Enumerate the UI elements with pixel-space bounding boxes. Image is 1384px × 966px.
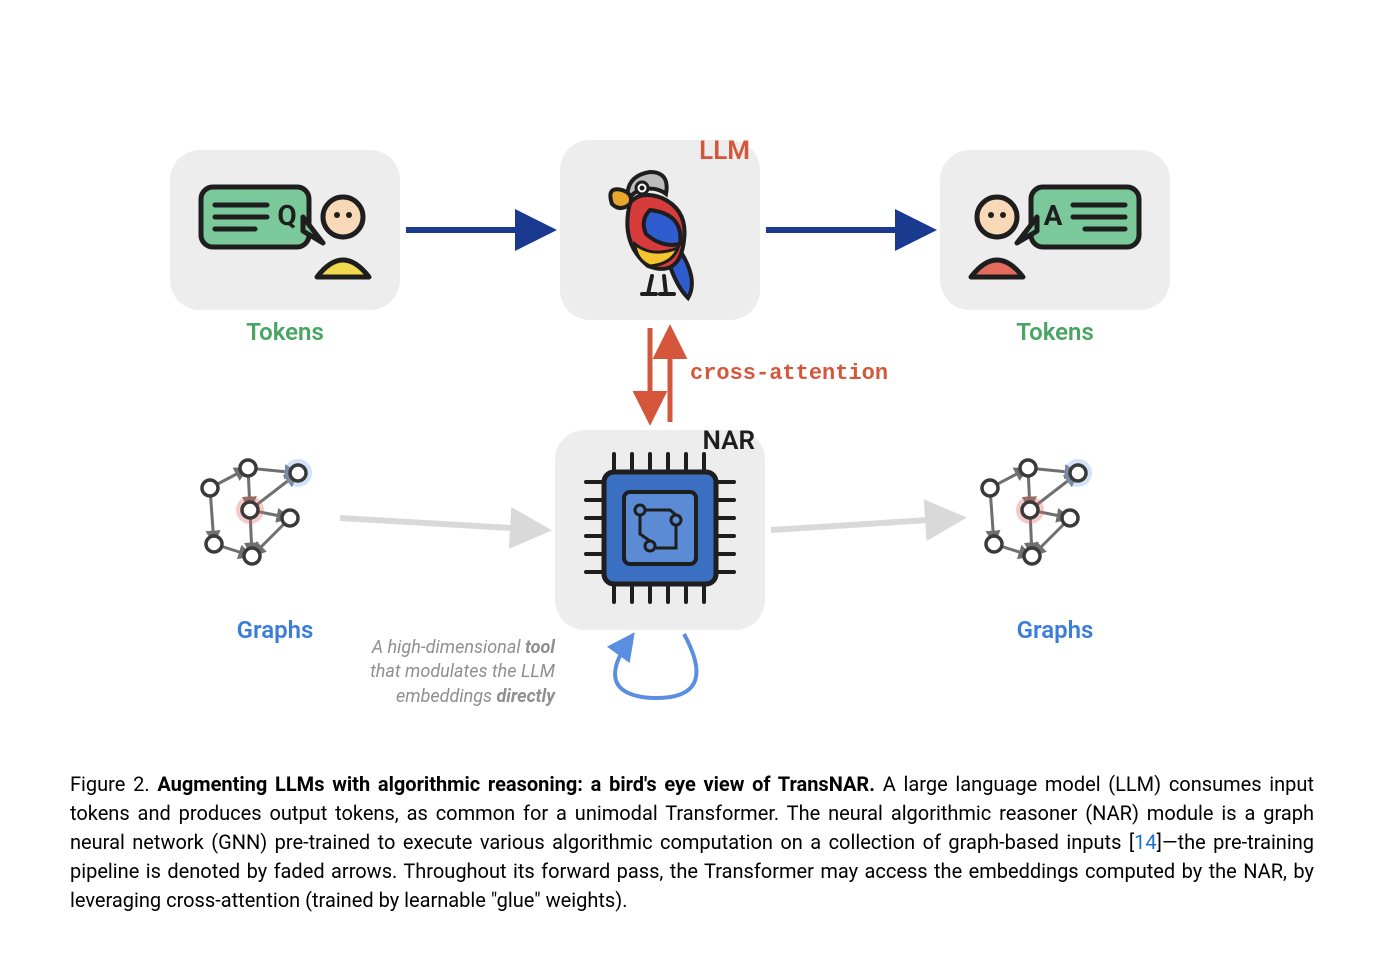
diagram-stage: Tokens LLM Tokens NAR Graphs Graphs cros…	[0, 0, 1384, 720]
figure-title: Augmenting LLMs with algorithmic reasoni…	[157, 772, 875, 796]
graphs-output-label: Graphs	[970, 616, 1140, 644]
cross-attention-label: cross-attention	[690, 361, 888, 386]
svg-text:A: A	[1044, 199, 1063, 232]
person-answer-icon: A	[965, 173, 1145, 287]
citation-ref: 14	[1134, 830, 1156, 854]
person-question-icon: Q	[195, 173, 375, 287]
tokens-input-label: Tokens	[170, 318, 400, 346]
graphs-input-icon	[190, 458, 320, 577]
annotation-text: A high-dimensional toolthat modulates th…	[325, 636, 555, 709]
svg-text:Q: Q	[277, 199, 296, 232]
chip-icon	[580, 448, 740, 612]
tokens-output-label: Tokens	[940, 318, 1170, 346]
parrot-icon	[580, 148, 740, 312]
figure-number: Figure 2.	[70, 772, 150, 796]
graphs-output-icon	[970, 458, 1100, 577]
figure-caption: Figure 2. Augmenting LLMs with algorithm…	[70, 770, 1314, 915]
